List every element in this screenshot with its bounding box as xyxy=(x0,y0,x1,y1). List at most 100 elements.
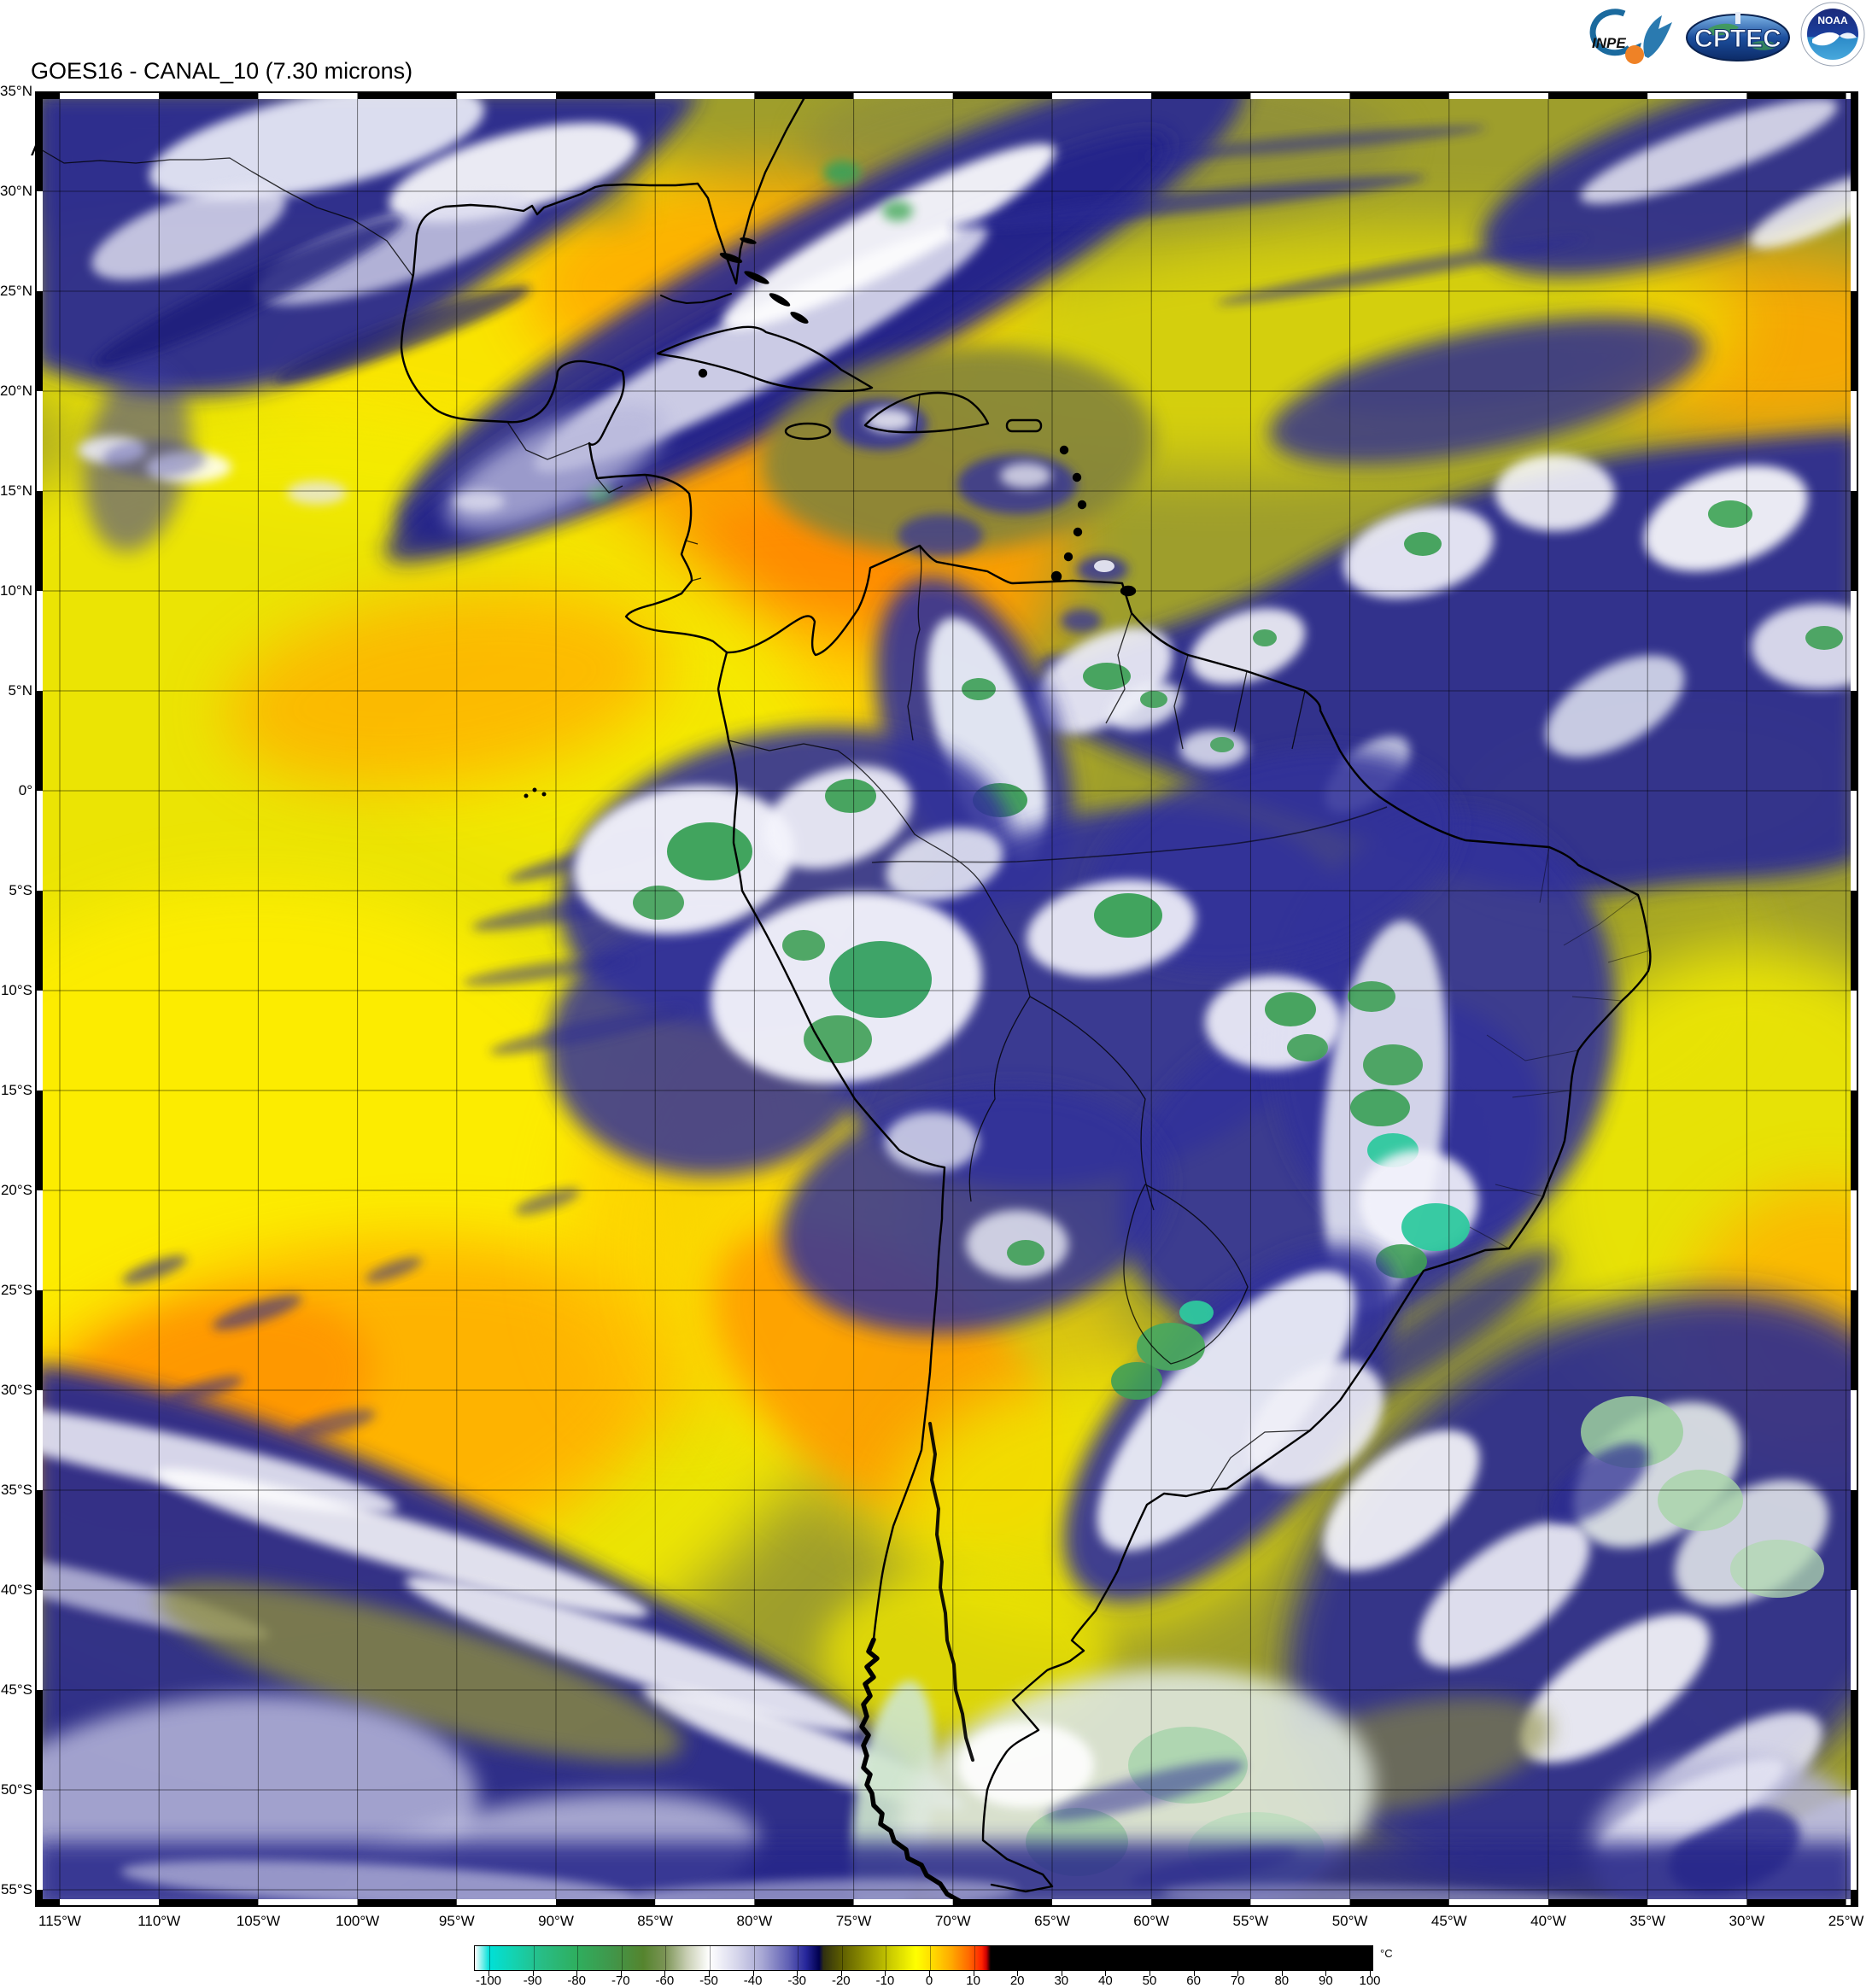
colorbar-gridline xyxy=(1062,1946,1063,1970)
lat-label: 25°S xyxy=(0,1282,32,1298)
colorbar-tick-label: 60 xyxy=(1186,1973,1201,1988)
noaa-logo: NOAA xyxy=(1800,2,1865,67)
lon-label: 60°W xyxy=(1133,1913,1170,1929)
lon-label: 80°W xyxy=(736,1913,773,1929)
lon-label: 105°W xyxy=(236,1913,280,1929)
lon-label: 90°W xyxy=(538,1913,574,1929)
colorbar-gridline xyxy=(1106,1946,1108,1970)
colorbar-tick-label: 20 xyxy=(1009,1973,1025,1988)
colorbar-gridline xyxy=(1238,1946,1240,1970)
colorbar-tick-label: 50 xyxy=(1142,1973,1157,1988)
colorbar-tick xyxy=(1193,1971,1195,1976)
colorbar-unit-label: °C xyxy=(1380,1947,1393,1960)
noaa-logo-text: NOAA xyxy=(1817,15,1848,26)
lon-label: 45°W xyxy=(1430,1913,1467,1929)
colorbar-tick-label: 30 xyxy=(1054,1973,1069,1988)
colorbar-tick-label: -90 xyxy=(523,1973,542,1988)
colorbar-tick xyxy=(1281,1971,1283,1976)
lon-label: 25°W xyxy=(1828,1913,1864,1929)
cptec-logo: CPTEC xyxy=(1686,12,1790,61)
colorbar-tick-label: -20 xyxy=(831,1973,851,1988)
colorbar-gridline xyxy=(1194,1946,1196,1970)
lat-label: 35°N xyxy=(0,83,32,99)
colorbar-gridline xyxy=(1282,1946,1284,1970)
colorbar-gridline xyxy=(533,1946,535,1970)
colorbar-gridline xyxy=(489,1946,490,1970)
colorbar-tick-label: 70 xyxy=(1230,1973,1245,1988)
water-vapor-image xyxy=(35,91,1858,1907)
colorbar-tick xyxy=(576,1971,578,1976)
colorbar-tick-label: -30 xyxy=(787,1973,807,1988)
lon-label: 70°W xyxy=(934,1913,971,1929)
colorbar-tick-label: -70 xyxy=(611,1973,630,1988)
lon-label: 35°W xyxy=(1629,1913,1666,1929)
colorbar-tick xyxy=(620,1971,622,1976)
lat-label: 30°S xyxy=(0,1382,32,1398)
colorbar-gridline xyxy=(577,1946,579,1970)
colorbar-gridline xyxy=(1371,1946,1372,1970)
temperature-colorbar xyxy=(474,1945,1373,1971)
lon-label: 115°W xyxy=(38,1913,81,1929)
colorbar-gridline xyxy=(1326,1946,1328,1970)
colorbar-gridline xyxy=(798,1946,799,1970)
lon-label: 85°W xyxy=(637,1913,674,1929)
lat-label: 5°N xyxy=(8,682,32,699)
colorbar-tick-label: 0 xyxy=(925,1973,933,1988)
colorbar-tick-label: -60 xyxy=(655,1973,675,1988)
lon-label: 95°W xyxy=(438,1913,475,1929)
product-title: GOES16 - CANAL_10 (7.30 microns) xyxy=(31,58,413,84)
colorbar-tick xyxy=(929,1971,930,1976)
lon-label: 65°W xyxy=(1034,1913,1070,1929)
colorbar-gridline xyxy=(841,1946,843,1970)
colorbar-tick xyxy=(709,1971,710,1976)
lat-label: 10°N xyxy=(0,582,32,599)
colorbar-tick-label: 80 xyxy=(1274,1973,1290,1988)
lon-label: 55°W xyxy=(1232,1913,1269,1929)
colorbar-gridline xyxy=(710,1946,711,1970)
colorbar-tick-label: 90 xyxy=(1319,1973,1333,1988)
colorbar-tick xyxy=(1237,1971,1239,1976)
colorbar-tick xyxy=(488,1971,489,1976)
lon-label: 40°W xyxy=(1530,1913,1566,1929)
lat-label: 35°S xyxy=(0,1482,32,1498)
coastlines xyxy=(400,91,1652,1907)
lon-label: 100°W xyxy=(335,1913,380,1929)
lat-label: 15°N xyxy=(0,482,32,499)
lat-label: 30°N xyxy=(0,183,32,199)
lon-label: 75°W xyxy=(835,1913,872,1929)
lat-label: 20°N xyxy=(0,383,32,399)
colorbar-gridline xyxy=(621,1946,623,1970)
colorbar-tick xyxy=(664,1971,666,1976)
colorbar-gridline xyxy=(930,1946,931,1970)
lat-label: 50°S xyxy=(0,1781,32,1798)
lat-label: 45°S xyxy=(0,1681,32,1698)
lat-label: 10°S xyxy=(0,982,32,998)
colorbar-tick xyxy=(840,1971,842,1976)
colorbar-tick xyxy=(1370,1971,1371,1976)
logo-strip: INPE CPTEC NOAA xyxy=(1580,2,1865,67)
colorbar-tick xyxy=(1017,1971,1019,1976)
colorbar-tick-label: -40 xyxy=(743,1973,763,1988)
colorbar-gridline xyxy=(1018,1946,1020,1970)
inpe-logo: INPE xyxy=(1589,9,1672,64)
colorbar-tick-label: -10 xyxy=(875,1973,895,1988)
colorbar-gridline xyxy=(974,1946,975,1970)
lon-label: 110°W xyxy=(137,1913,181,1929)
colorbar-tick xyxy=(1325,1971,1327,1976)
lat-label: 15°S xyxy=(0,1082,32,1098)
lat-label: 25°N xyxy=(0,283,32,299)
colorbar-tick-label: -50 xyxy=(699,1973,718,1988)
country-borders xyxy=(35,145,1651,1493)
lat-label: 40°S xyxy=(0,1582,32,1598)
colorbar-tick-label: 100 xyxy=(1359,1973,1381,1988)
map-border-neatline xyxy=(35,91,1858,1907)
lat-label: 5°S xyxy=(9,882,32,898)
lat-label: 55°S xyxy=(0,1881,32,1897)
colorbar-tick-label: 40 xyxy=(1098,1973,1113,1988)
moisture-cloud-zones xyxy=(35,91,1858,1907)
satellite-map xyxy=(35,91,1858,1907)
colorbar-tick xyxy=(797,1971,799,1976)
lat-label: 20°S xyxy=(0,1182,32,1198)
colorbar-tick xyxy=(752,1971,754,1976)
